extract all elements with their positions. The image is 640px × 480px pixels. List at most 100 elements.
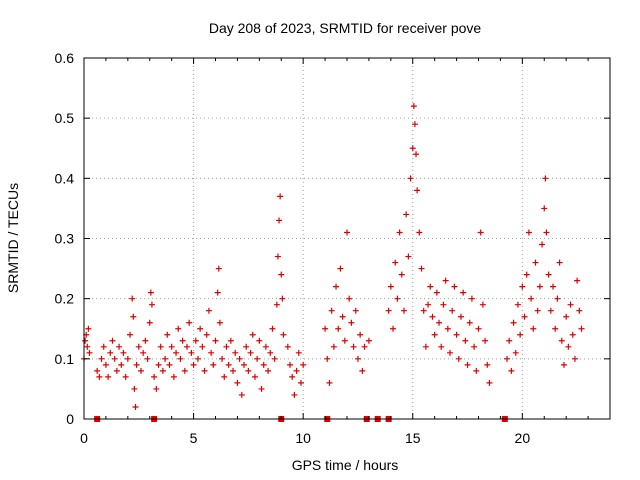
data-point [84, 343, 91, 350]
data-point [361, 343, 368, 350]
data-point [554, 295, 561, 302]
x-tick-label: 20 [515, 430, 531, 446]
data-point [208, 349, 215, 356]
data-point [508, 367, 515, 374]
data-point [249, 331, 256, 338]
data-point [194, 355, 201, 362]
data-point [118, 361, 125, 368]
data-point [396, 229, 403, 236]
data-point [510, 319, 517, 326]
data-point [219, 355, 226, 362]
data-point [420, 307, 427, 314]
data-point [113, 367, 120, 374]
data-point [147, 289, 154, 296]
data-point [543, 229, 550, 236]
data-point [569, 331, 576, 338]
data-point [192, 337, 199, 344]
data-point [560, 361, 567, 368]
data-point [221, 373, 228, 380]
data-point [130, 313, 137, 320]
data-point [247, 349, 254, 356]
data-point [214, 289, 221, 296]
data-point [287, 361, 294, 368]
data-point [240, 361, 247, 368]
data-point [159, 367, 166, 374]
y-tick-label: 0.3 [55, 231, 75, 247]
data-point [407, 175, 414, 182]
data-point [413, 151, 420, 158]
data-point [539, 241, 546, 248]
data-point [173, 349, 180, 356]
plot-frame [83, 57, 611, 420]
data-point [425, 301, 432, 308]
data-point [234, 379, 241, 386]
data-point [274, 253, 281, 260]
data-point [279, 295, 286, 302]
data-point [215, 265, 222, 272]
data-point [137, 367, 144, 374]
data-point [473, 367, 480, 374]
data-point [335, 325, 342, 332]
y-tick-label: 0.6 [55, 50, 75, 66]
data-point [94, 367, 101, 374]
data-point [199, 343, 206, 350]
data-point [556, 259, 563, 266]
data-point [357, 331, 364, 338]
data-point [333, 283, 340, 290]
data-point [449, 307, 456, 314]
data-point [300, 361, 307, 368]
data-point [503, 355, 510, 362]
data-point [436, 319, 443, 326]
data-point [260, 361, 267, 368]
data-point [438, 343, 445, 350]
data-point [328, 307, 335, 314]
data-point [102, 361, 109, 368]
data-point [254, 355, 261, 362]
data-point [453, 331, 460, 338]
x-axis-label: GPS time / hours [292, 457, 399, 473]
data-point [124, 355, 131, 362]
data-point [100, 343, 107, 350]
data-point [116, 343, 123, 350]
data-point [484, 361, 491, 368]
data-point [258, 385, 265, 392]
data-point [289, 373, 296, 380]
data-point [210, 361, 217, 368]
data-point [457, 313, 464, 320]
data-point [146, 319, 153, 326]
data-point [552, 325, 559, 332]
data-point [545, 271, 552, 278]
data-point [280, 331, 287, 338]
data-point [190, 361, 197, 368]
data-point [416, 229, 423, 236]
data-point [162, 355, 169, 362]
data-point [433, 289, 440, 296]
data-point [293, 367, 300, 374]
data-point [385, 307, 392, 314]
x-tick-label: 10 [295, 430, 311, 446]
data-point [462, 337, 469, 344]
data-point [111, 355, 118, 362]
data-point [197, 325, 204, 332]
data-point [405, 253, 412, 260]
data-point [157, 343, 164, 350]
data-point [142, 337, 149, 344]
data-point [411, 121, 418, 128]
data-point [534, 307, 541, 314]
data-point [442, 277, 449, 284]
data-point [519, 283, 526, 290]
x-tick-label: 5 [190, 430, 198, 446]
data-point [330, 343, 337, 350]
data-point [243, 343, 250, 350]
data-point [148, 301, 155, 308]
data-point [521, 313, 528, 320]
data-point [262, 343, 269, 350]
data-point [179, 337, 186, 344]
y-tick-label: 0.5 [55, 110, 75, 126]
data-point [523, 271, 530, 278]
data-point [471, 343, 478, 350]
data-point [365, 337, 372, 344]
data-point [418, 265, 425, 272]
data-point [339, 313, 346, 320]
data-point [550, 283, 557, 290]
